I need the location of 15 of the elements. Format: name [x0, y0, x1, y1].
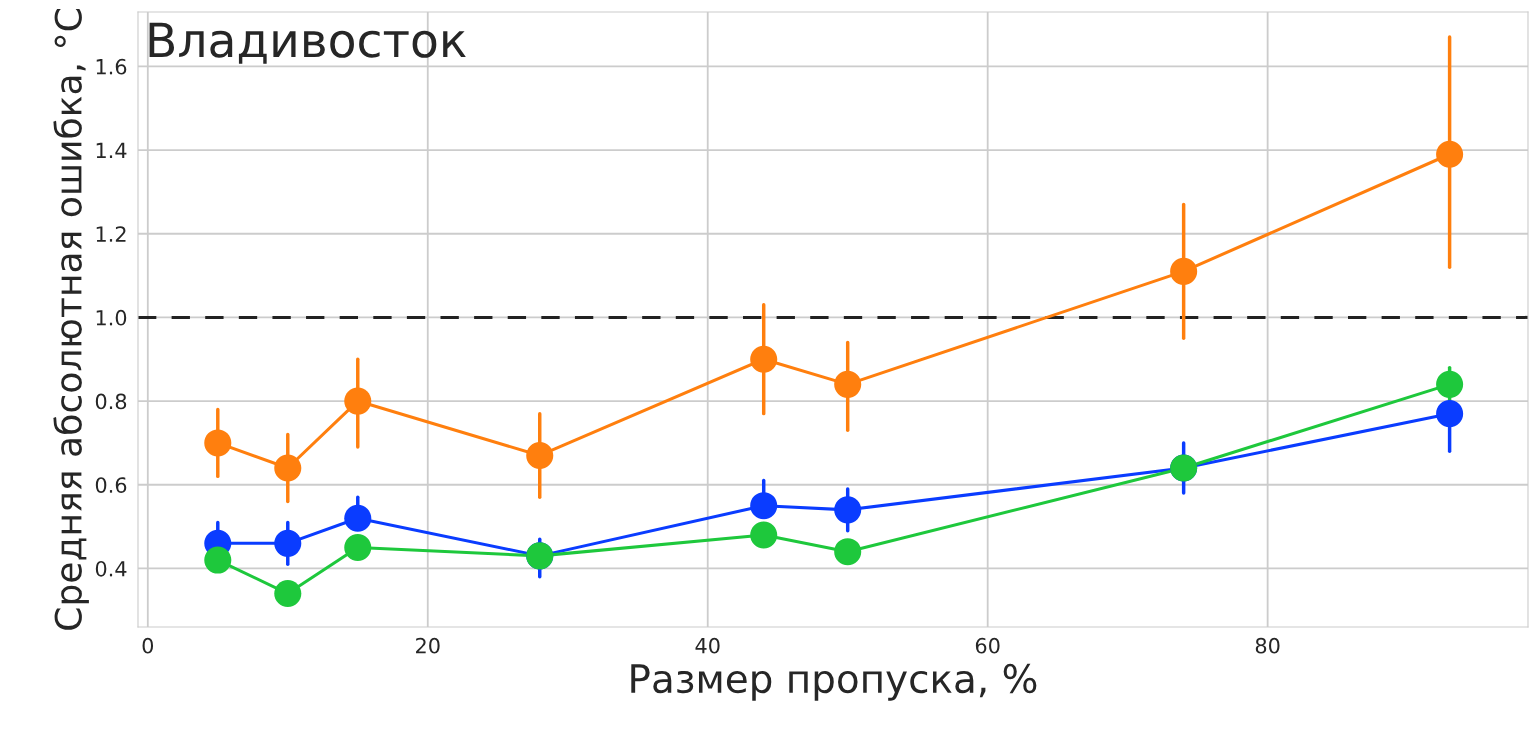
- y-axis-title: Средняя абсолютная ошибка, °C: [53, 9, 89, 630]
- x-axis-title: Размер пропуска, %: [631, 663, 1037, 701]
- y-tick-label: 0.4: [95, 560, 127, 577]
- y-tick-label: 0.6: [95, 477, 127, 493]
- x-tick-label: 0: [142, 637, 154, 654]
- y-tick-label: 1.0: [96, 309, 127, 326]
- x-tick-label: 80: [1255, 637, 1280, 654]
- y-tick-label: 1.4: [96, 142, 127, 158]
- chart-title: Владивосток: [149, 22, 466, 64]
- y-tick-label: 1.2: [96, 226, 126, 242]
- y-tick-label: 0.8: [95, 393, 127, 410]
- x-tick-label: 40: [695, 637, 720, 654]
- x-tick-label: 60: [975, 637, 1000, 654]
- y-tick-label: 1.6: [96, 58, 127, 75]
- x-tick-label: 20: [416, 637, 440, 654]
